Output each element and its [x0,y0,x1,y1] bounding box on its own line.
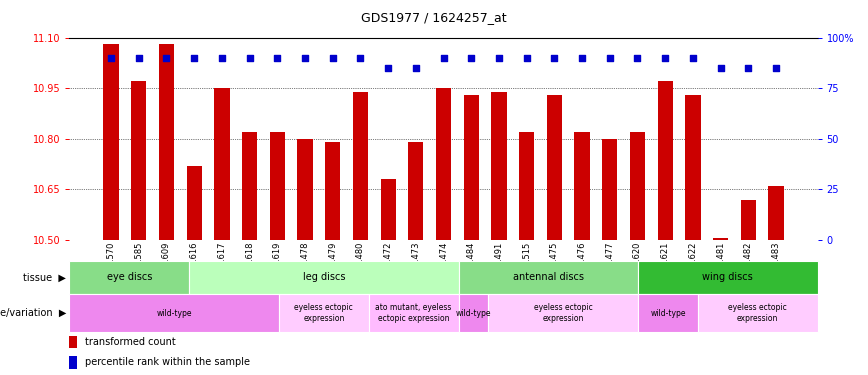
Text: tissue  ▶: tissue ▶ [23,273,66,282]
Bar [131,81,147,240]
Point [270,55,284,61]
Text: eyeless ectopic
expression: eyeless ectopic expression [534,303,593,323]
Bar [369,294,458,332]
Text: wild-type: wild-type [456,309,491,318]
Bar [298,139,312,240]
Text: wild-type: wild-type [156,309,192,318]
Text: genotype/variation  ▶: genotype/variation ▶ [0,308,66,318]
Bar [189,261,458,294]
Bar [458,294,489,332]
Text: wild-type: wild-type [650,309,686,318]
Point [686,55,700,61]
Point [603,55,617,61]
Text: eyeless ectopic
expression: eyeless ectopic expression [728,303,787,323]
Bar [464,95,479,240]
Point [713,65,727,71]
Bar [279,294,369,332]
Bar [408,142,424,240]
Bar [69,261,189,294]
Bar [159,44,174,240]
Point [298,55,312,61]
Bar [69,336,77,348]
Text: percentile rank within the sample: percentile rank within the sample [85,357,250,368]
Point [520,55,534,61]
Bar [69,357,77,369]
Bar [270,132,285,240]
Bar [686,95,700,240]
Point [187,55,201,61]
Point [381,65,395,71]
Bar [768,186,784,240]
Point [492,55,506,61]
Bar [326,142,340,240]
Text: eye discs: eye discs [107,273,152,282]
Bar [630,132,645,240]
Text: ato mutant, eyeless
ectopic expression: ato mutant, eyeless ectopic expression [376,303,452,323]
Point [741,65,755,71]
Bar [436,88,451,240]
Bar [519,132,535,240]
Bar [638,294,698,332]
Text: GDS1977 / 1624257_at: GDS1977 / 1624257_at [361,11,507,24]
Text: antennal discs: antennal discs [513,273,584,282]
Bar [103,44,119,240]
Bar [740,200,756,240]
Point [769,65,783,71]
Bar [214,88,229,240]
Text: wing discs: wing discs [702,273,753,282]
Bar [547,95,562,240]
Bar [242,132,257,240]
Point [548,55,562,61]
Bar [713,238,728,240]
Bar [602,139,617,240]
Point [132,55,146,61]
Point [409,65,423,71]
Bar [638,261,818,294]
Bar [187,166,201,240]
Text: transformed count: transformed count [85,337,176,347]
Bar [380,179,396,240]
Bar [575,132,589,240]
Point [215,55,229,61]
Text: leg discs: leg discs [303,273,345,282]
Bar [458,261,638,294]
Point [243,55,257,61]
Point [104,55,118,61]
Point [326,55,339,61]
Point [575,55,589,61]
Bar [491,92,507,240]
Bar [489,294,638,332]
Bar [352,92,368,240]
Point [630,55,644,61]
Point [658,55,672,61]
Point [160,55,174,61]
Point [464,55,478,61]
Text: eyeless ectopic
expression: eyeless ectopic expression [294,303,353,323]
Bar [658,81,673,240]
Bar [698,294,818,332]
Point [437,55,450,61]
Point [353,55,367,61]
Bar [69,294,279,332]
